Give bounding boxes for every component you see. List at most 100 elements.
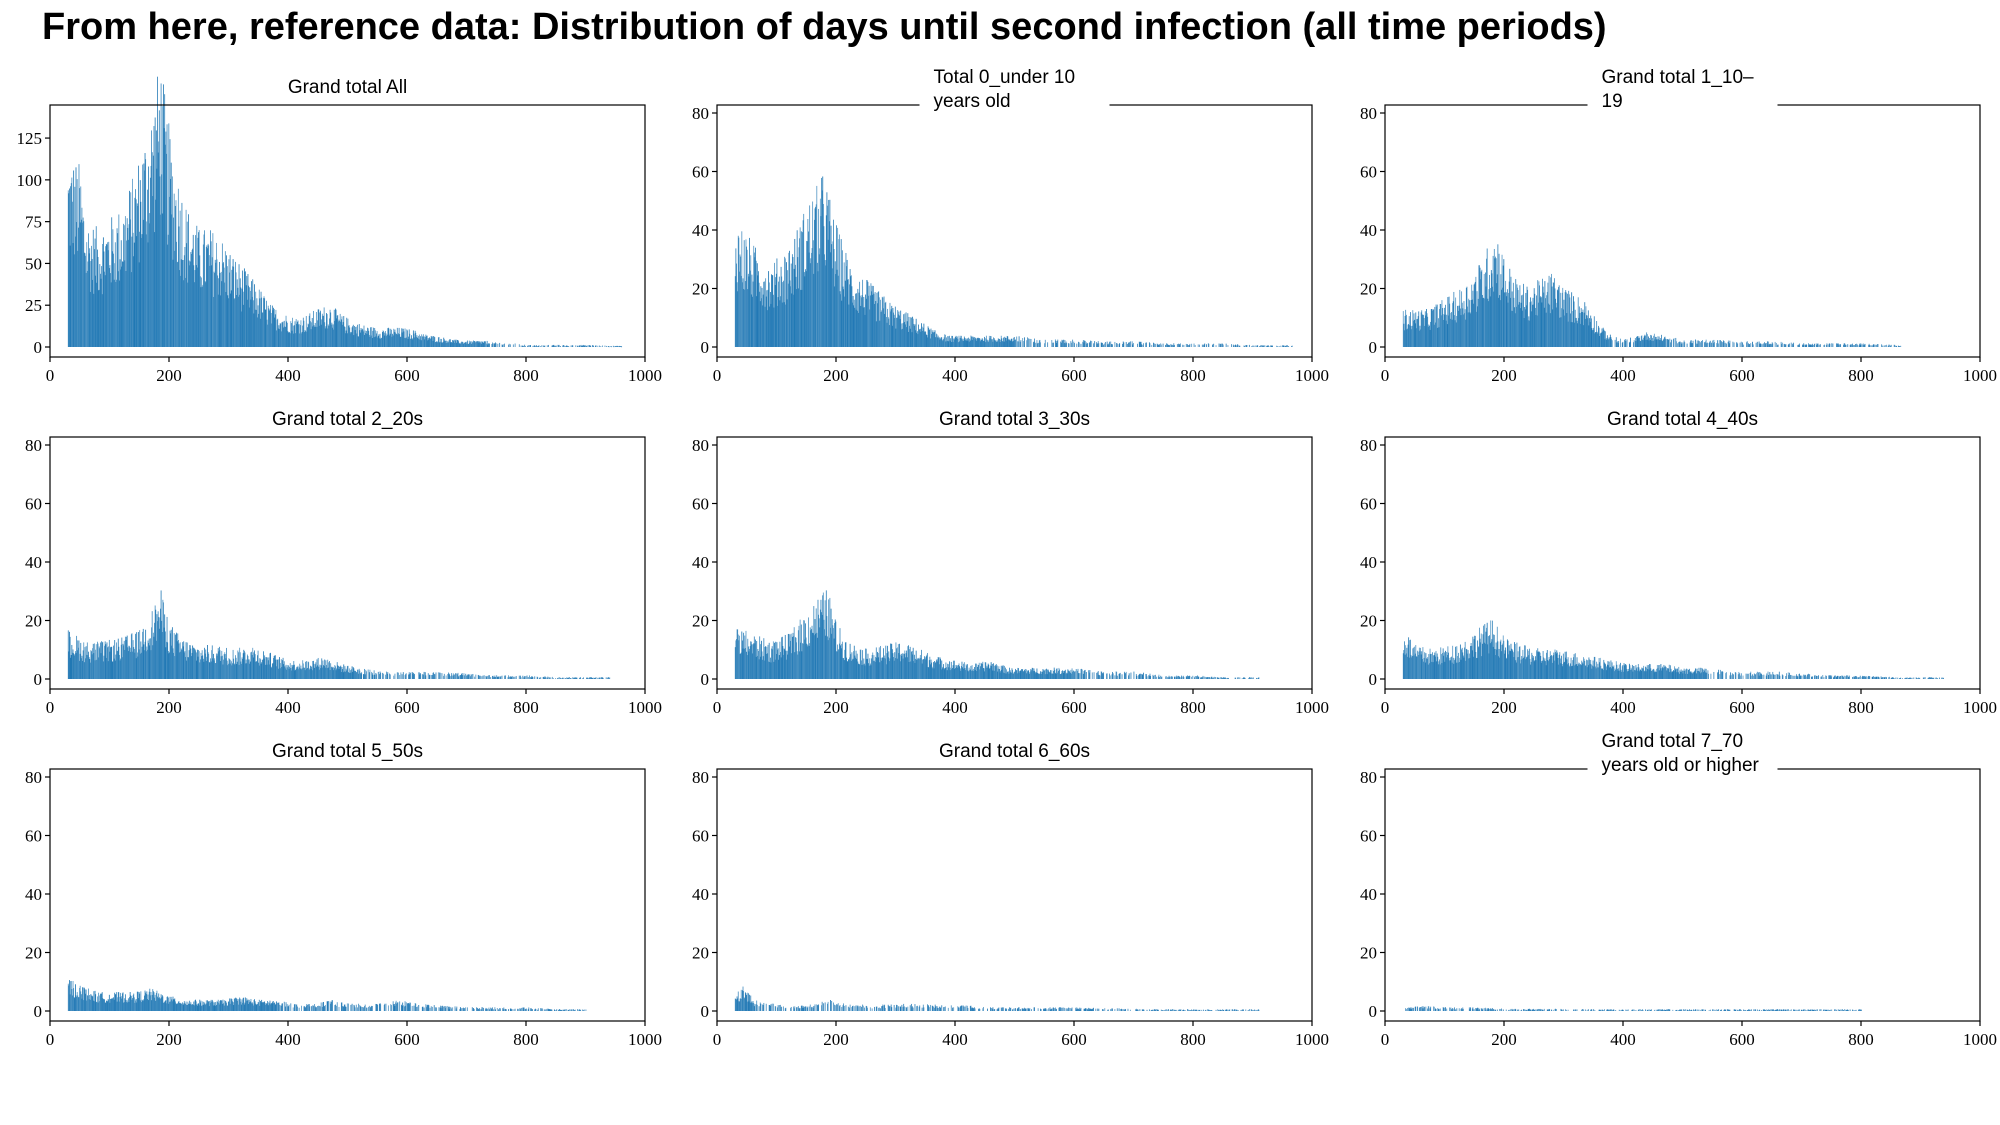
- bar: [152, 155, 154, 347]
- bar: [1018, 668, 1019, 679]
- bar: [336, 315, 338, 347]
- bar: [423, 674, 424, 679]
- bar: [412, 673, 414, 679]
- bar: [1458, 661, 1460, 679]
- bar: [1285, 346, 1287, 347]
- bar: [1606, 666, 1608, 679]
- bar: [742, 648, 744, 679]
- bar: [552, 676, 554, 679]
- bar: [143, 644, 145, 679]
- bar: [144, 153, 146, 347]
- bar: [942, 341, 944, 347]
- bar: [237, 650, 239, 679]
- bar: [811, 248, 813, 347]
- bar: [1535, 660, 1537, 679]
- bar: [1262, 345, 1264, 347]
- bar: [876, 292, 878, 347]
- bar: [817, 599, 819, 679]
- bar: [1114, 341, 1116, 347]
- bar: [1738, 671, 1740, 679]
- bar: [1452, 645, 1454, 679]
- bar: [1577, 666, 1579, 679]
- bar: [1002, 665, 1004, 679]
- bar: [893, 312, 894, 347]
- bar: [67, 983, 69, 1011]
- bar: [1201, 677, 1203, 679]
- bar: [1499, 641, 1501, 679]
- bar: [952, 667, 953, 679]
- bar: [138, 649, 140, 679]
- bar: [862, 279, 864, 347]
- bar: [884, 313, 886, 347]
- bar: [935, 333, 937, 347]
- bar: [497, 676, 499, 679]
- bar: [753, 245, 755, 347]
- bar: [1036, 340, 1038, 347]
- bar: [1653, 333, 1655, 347]
- bar: [767, 644, 769, 679]
- bar: [449, 339, 451, 347]
- bar: [113, 999, 115, 1011]
- bar: [812, 632, 814, 679]
- bar: [496, 675, 498, 679]
- bar: [872, 652, 874, 679]
- bar: [1575, 317, 1577, 347]
- bar: [1769, 343, 1771, 347]
- bar: [593, 346, 595, 347]
- bar: [544, 677, 546, 679]
- bar: [469, 342, 471, 347]
- bar: [448, 342, 449, 347]
- bar: [1765, 675, 1767, 679]
- bar: [308, 669, 310, 679]
- bar: [1761, 674, 1763, 679]
- bar: [1227, 345, 1229, 347]
- bar: [1634, 670, 1636, 679]
- bar: [1838, 676, 1840, 679]
- bar: [307, 667, 308, 679]
- bar: [1038, 674, 1040, 679]
- bar: [205, 1003, 207, 1011]
- bar: [355, 326, 357, 347]
- bar: [796, 289, 797, 347]
- bar: [373, 337, 375, 347]
- bar: [225, 658, 227, 679]
- bar: [1502, 265, 1504, 347]
- bar: [83, 987, 85, 1011]
- bar: [1023, 341, 1025, 347]
- bar: [761, 287, 763, 347]
- bar: [840, 294, 842, 347]
- bar: [781, 637, 783, 679]
- bar: [261, 999, 263, 1011]
- bar: [1857, 677, 1859, 679]
- bar: [251, 296, 253, 347]
- bar: [445, 340, 446, 347]
- bar: [1649, 664, 1651, 679]
- bar: [1487, 644, 1489, 679]
- bar: [1549, 651, 1551, 679]
- bar: [1792, 675, 1794, 679]
- bar: [1486, 258, 1487, 347]
- bar: [191, 249, 193, 347]
- bar: [1781, 342, 1783, 347]
- bar: [255, 661, 257, 679]
- bar: [831, 268, 833, 347]
- bar: [1035, 672, 1037, 679]
- bar: [1636, 668, 1637, 679]
- bar: [928, 330, 930, 347]
- bar: [1223, 677, 1225, 679]
- bar: [902, 328, 903, 347]
- bar: [578, 345, 580, 347]
- bar: [234, 664, 236, 679]
- bar: [921, 649, 922, 679]
- bar: [1853, 676, 1855, 679]
- bar: [810, 630, 812, 679]
- bar: [465, 673, 467, 679]
- bar: [1872, 344, 1874, 347]
- bar: [1527, 320, 1529, 347]
- bar: [1093, 672, 1095, 679]
- bar: [199, 999, 201, 1011]
- bar: [236, 998, 238, 1011]
- bar: [1663, 664, 1665, 679]
- bar: [120, 658, 122, 679]
- bar: [163, 1002, 164, 1011]
